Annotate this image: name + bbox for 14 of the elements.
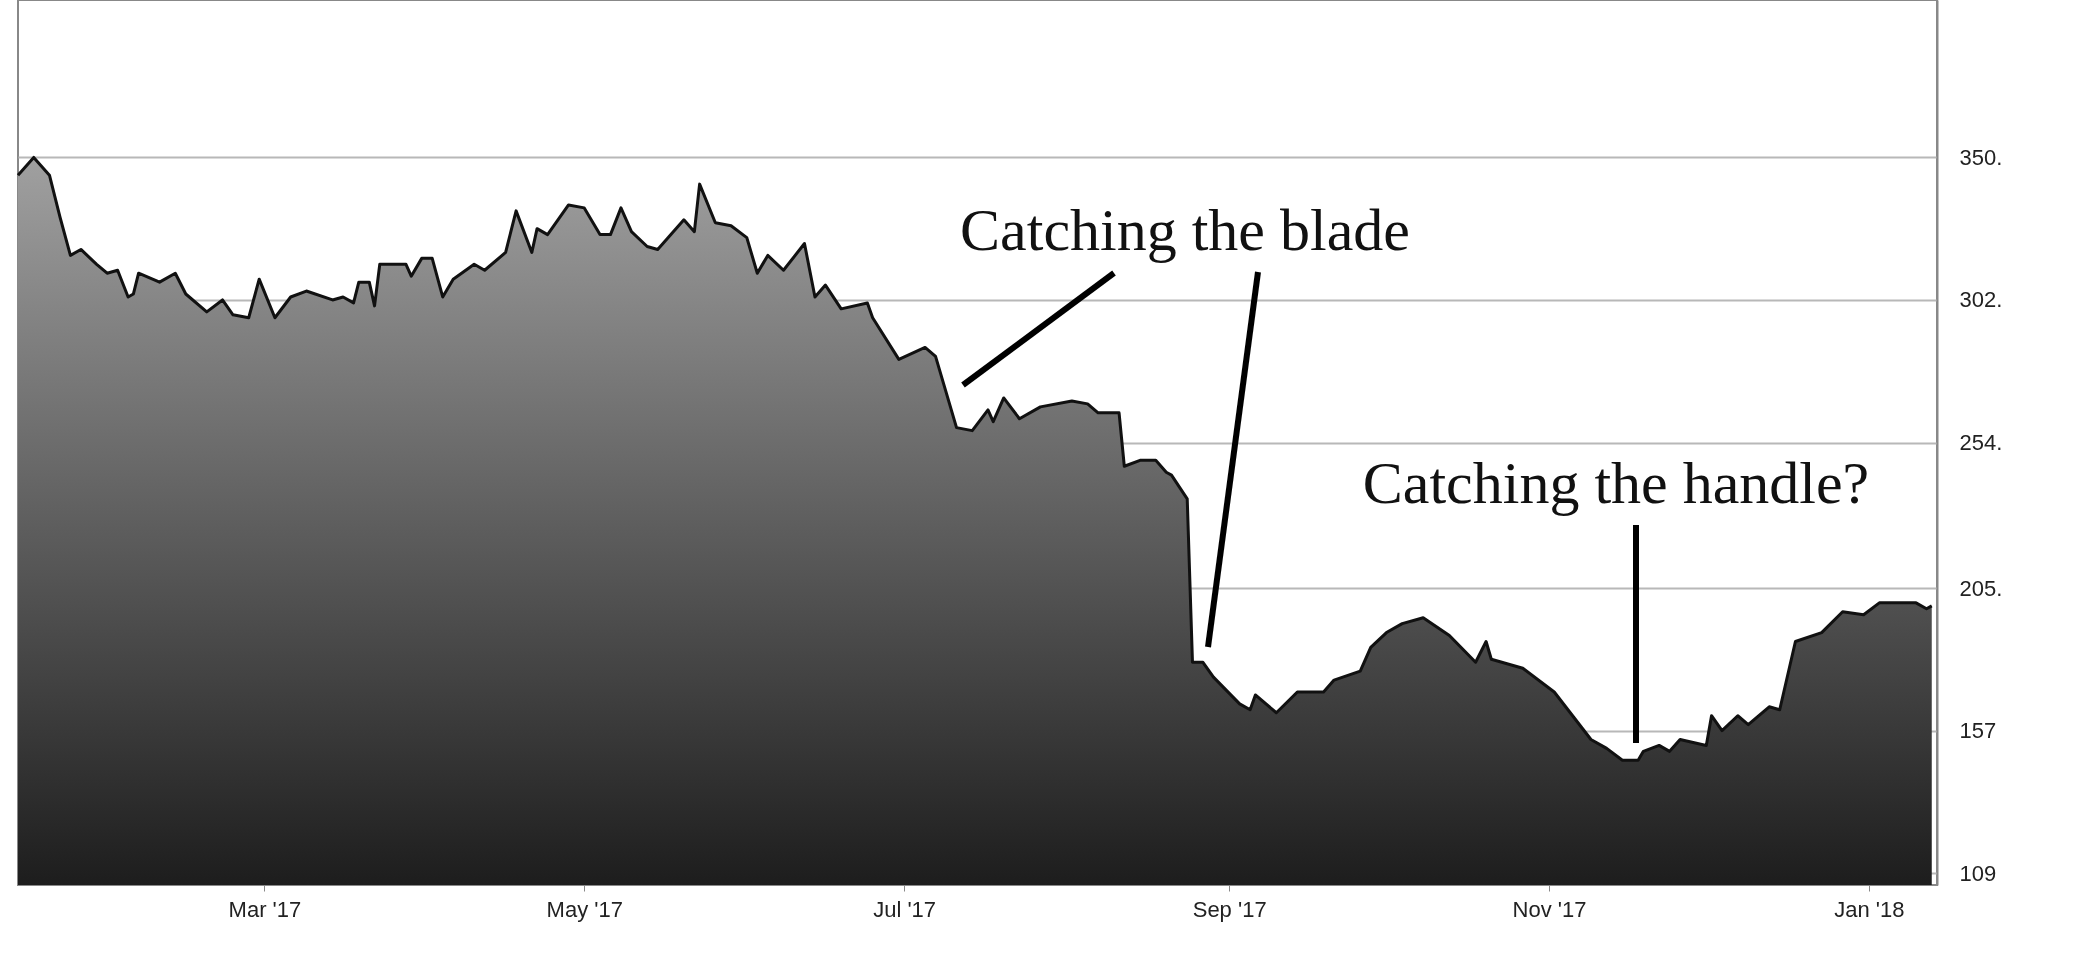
y-tick-label: 302. [1959,287,2003,313]
y-tick-label: 157 [1959,718,1997,744]
x-tick-label: Sep '17 [1192,896,1267,922]
y-tick-label: 254. [1959,430,2003,455]
x-tick-label: Jul '17 [873,896,937,922]
y-tick-label: 109 [1959,860,1997,886]
x-tick-label: Nov '17 [1512,896,1587,922]
annotation: Catching the blade [960,197,1410,263]
annotation: Catching the handle? [1362,450,1870,516]
y-tick-label: 350. [1959,144,2003,170]
y-tick-label: 205. [1959,575,2003,601]
x-tick-label: Jan '18 [1834,896,1905,922]
x-tick-label: May '17 [546,896,623,922]
x-tick-label: Mar '17 [228,896,302,922]
